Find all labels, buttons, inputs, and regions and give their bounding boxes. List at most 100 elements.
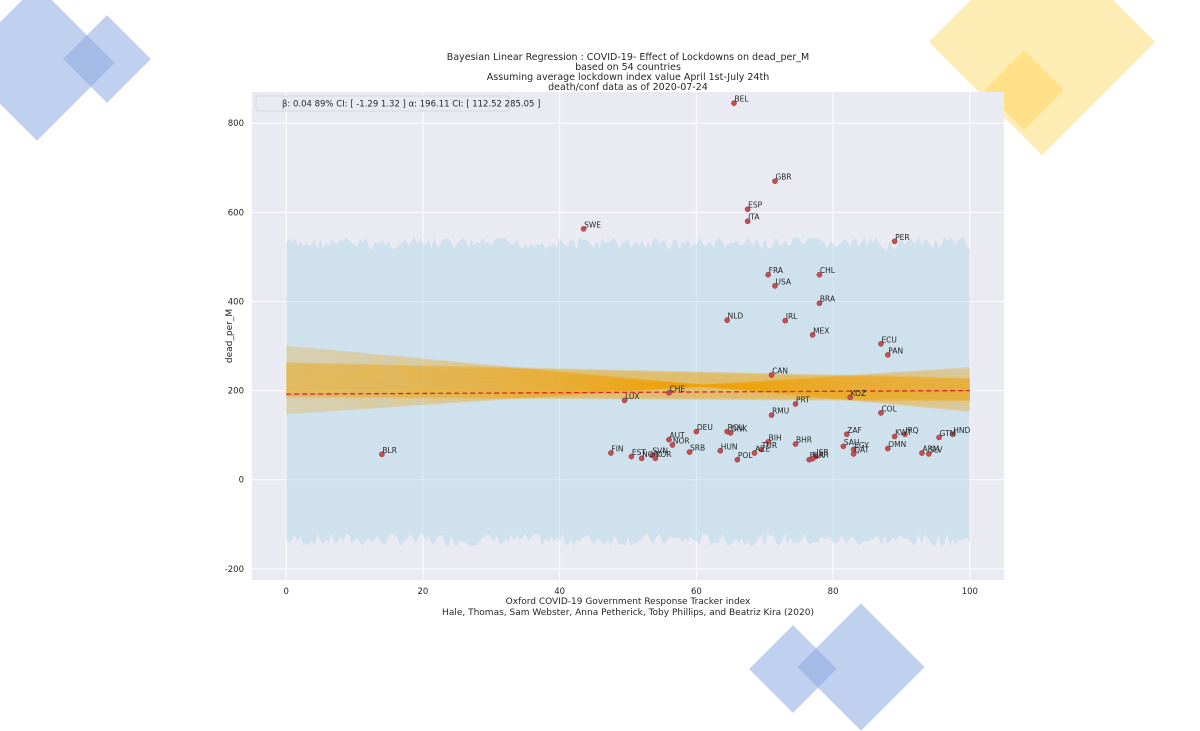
data-point bbox=[628, 453, 635, 460]
point-label: BRA bbox=[820, 295, 836, 304]
x-tick-label: 20 bbox=[417, 587, 428, 597]
point-label: ESP bbox=[748, 201, 762, 210]
data-point bbox=[652, 455, 659, 462]
data-point bbox=[724, 317, 730, 323]
point-label: NOR bbox=[673, 436, 690, 445]
x-axis-label-line-1: Oxford COVID-19 Government Response Trac… bbox=[506, 597, 751, 607]
point-label: EST bbox=[632, 448, 646, 457]
y-tick-label: -200 bbox=[225, 565, 244, 575]
data-point bbox=[666, 390, 672, 396]
title-line-2: based on 54 countries bbox=[575, 62, 681, 73]
data-point bbox=[792, 401, 799, 407]
data-point bbox=[884, 352, 891, 358]
regression-sample-line bbox=[286, 381, 970, 393]
data-point bbox=[884, 445, 891, 452]
point-label: GTM bbox=[940, 429, 957, 438]
regression-sample-line bbox=[286, 378, 970, 391]
regression-sample-line bbox=[286, 356, 970, 406]
x-tick-label: 100 bbox=[962, 587, 978, 597]
regression-sample-line bbox=[286, 358, 970, 404]
data-point bbox=[751, 450, 758, 456]
point-label: KWT bbox=[895, 428, 912, 437]
point-label: CHL bbox=[820, 266, 836, 275]
data-point bbox=[608, 450, 614, 456]
regression-sample-line bbox=[286, 384, 970, 388]
point-label: KOR bbox=[656, 450, 672, 459]
regression-sample-line bbox=[286, 361, 970, 402]
data-point bbox=[717, 447, 724, 454]
y-tick-label: 0 bbox=[239, 476, 244, 486]
regression-sample-line bbox=[286, 392, 970, 400]
data-point bbox=[580, 226, 587, 232]
data-point bbox=[768, 372, 775, 378]
data-point bbox=[847, 394, 853, 401]
regression-sample-line bbox=[286, 364, 970, 400]
point-label: LUX bbox=[625, 392, 639, 401]
data-point bbox=[693, 428, 700, 435]
point-label: ECU bbox=[881, 335, 896, 344]
regression-sample-line bbox=[286, 393, 970, 401]
regression-sample-line bbox=[286, 378, 970, 396]
regression-sample-line bbox=[286, 376, 970, 390]
regression-sample-line bbox=[286, 382, 970, 389]
point-label: GBR bbox=[775, 173, 791, 182]
point-label: POL bbox=[738, 451, 753, 460]
regression-sample-line bbox=[286, 389, 970, 398]
regression-sample-line bbox=[286, 387, 970, 397]
plot-area bbox=[252, 92, 1004, 580]
data-point bbox=[792, 441, 799, 447]
regression-sample-line bbox=[286, 380, 970, 390]
title-line-4: death/conf data as of 2020-07-24 bbox=[548, 82, 708, 93]
title-line-3: Assuming average lockdown index value Ap… bbox=[487, 72, 769, 83]
point-label: SLV bbox=[929, 445, 943, 454]
regression-sample-line bbox=[286, 363, 970, 381]
data-point bbox=[666, 436, 672, 443]
regression-sample-line bbox=[286, 385, 970, 396]
point-label: OMN bbox=[888, 440, 906, 449]
point-label: SRB bbox=[690, 444, 705, 453]
point-label: PAN bbox=[888, 346, 903, 355]
point-label: FRA bbox=[769, 266, 784, 275]
data-points: BEL GBR ESP ITA SWE PER FRA CHL USA BRA NLD IRL MEX E… bbox=[379, 95, 970, 463]
data-point bbox=[891, 238, 898, 245]
point-label: BLR bbox=[382, 446, 397, 455]
data-point bbox=[843, 431, 850, 438]
regression-sample-line bbox=[286, 366, 970, 399]
data-point bbox=[744, 218, 751, 225]
point-label: SVN bbox=[652, 447, 668, 456]
data-point bbox=[782, 317, 789, 324]
y-tick-label: 600 bbox=[228, 208, 244, 218]
point-label: DNK bbox=[731, 424, 748, 433]
data-point bbox=[758, 446, 765, 453]
data-point bbox=[772, 283, 778, 289]
regression-sample-line bbox=[286, 367, 970, 384]
data-point bbox=[686, 449, 693, 455]
data-point bbox=[902, 431, 908, 438]
point-label: HUN bbox=[721, 442, 738, 451]
point-label: MEX bbox=[813, 326, 829, 335]
mean-regression-line-group bbox=[286, 389, 970, 395]
regression-sample-line bbox=[286, 367, 970, 415]
regression-sample-line bbox=[286, 384, 970, 395]
point-label: HND bbox=[953, 426, 970, 435]
regression-sample-line bbox=[286, 395, 970, 402]
point-label: ROU bbox=[728, 423, 745, 432]
mean-regression-line bbox=[286, 389, 970, 395]
regression-sample-line bbox=[286, 375, 970, 389]
point-label: AZE bbox=[755, 444, 770, 453]
point-label: USA bbox=[775, 277, 791, 286]
point-label: SWE bbox=[584, 220, 601, 229]
regression-sample-line bbox=[286, 370, 970, 386]
point-label: ARM bbox=[922, 444, 939, 453]
data-point bbox=[850, 451, 857, 457]
point-label: TUR bbox=[761, 441, 777, 450]
regression-sample-line bbox=[286, 368, 970, 385]
point-label: BIH bbox=[769, 433, 782, 442]
data-point bbox=[379, 451, 385, 458]
point-label: ISR bbox=[817, 448, 829, 457]
data-point bbox=[949, 431, 956, 438]
regression-sample-line bbox=[286, 348, 970, 411]
point-label: CAN bbox=[772, 366, 788, 375]
point-label: DEU bbox=[697, 423, 713, 432]
point-label: NLD bbox=[728, 312, 744, 321]
